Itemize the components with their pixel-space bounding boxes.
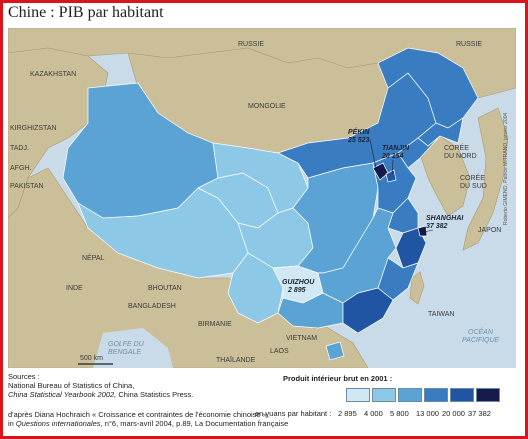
map-area: RUSSIE RUSSIE KAZAKHSTAN MONGOLIE KIRGHI…	[8, 28, 516, 368]
label-kazakhstan: KAZAKHSTAN	[30, 71, 76, 78]
label-ocean-line1: OCÉAN	[468, 327, 494, 336]
label-coree-sud-line1: CORÉE	[460, 173, 485, 182]
label-tianjin-name: TIANJIN	[382, 145, 410, 152]
leader-shanghai	[423, 229, 434, 233]
legend-box	[450, 388, 474, 402]
province-guangdong	[342, 287, 394, 334]
label-nepal: NÉPAL	[82, 253, 105, 262]
label-afghanistan: AFGH.	[10, 165, 31, 172]
label-golfe-line1: GOLFE DU	[108, 341, 145, 348]
credit-prefix: in	[8, 419, 16, 428]
label-taiwan: TAIWAN	[428, 311, 454, 318]
legend-tick: 20 000	[442, 409, 465, 418]
land-south-asia	[8, 167, 369, 368]
label-bhoutan: BHOUTAN	[148, 285, 182, 292]
leader-tianjin	[391, 159, 394, 175]
label-guizhou-value: 2 895	[287, 287, 306, 294]
label-pekin-value: 25 523	[347, 137, 370, 144]
label-coree-sud-line2: DU SUD	[460, 183, 487, 190]
sources-yearbook: China Statistical Yearbook 2002,	[8, 390, 117, 399]
label-guizhou-name: GUIZHOU	[282, 279, 315, 286]
label-thailande: THAÏLANDE	[216, 356, 256, 364]
leader-pekin	[369, 139, 377, 169]
sea-bengal	[93, 328, 173, 368]
land-taiwan	[409, 271, 425, 305]
credit-line2: in Questions internationales, n°6, mars-…	[8, 419, 308, 428]
scale-label: 500 km	[80, 355, 103, 362]
label-coree-nord-line2: DU NORD	[444, 153, 477, 160]
label-ocean-line2: PACIFIQUE	[462, 337, 500, 344]
label-pekin-name: PÉKIN	[348, 127, 370, 136]
municipality-shanghai	[417, 225, 428, 237]
land-korea	[417, 135, 471, 217]
label-birmanie: BIRMANIE	[198, 321, 232, 328]
label-tadjikistan: TADJ.	[10, 145, 29, 152]
author-credit: Roberto GIMENO, Patrice MITRANO, janvier…	[503, 112, 509, 225]
label-tianjin-value: 20 154	[381, 153, 404, 160]
municipality-tianjin	[385, 169, 397, 183]
label-japon: JAPON	[478, 227, 501, 234]
legend-box	[372, 388, 396, 402]
label-golfe-bengale: GOLFE DU BENGALE	[108, 341, 146, 356]
legend-box	[476, 388, 500, 402]
label-coree-nord: CORÉE DU NORD	[444, 143, 477, 160]
label-shanghai-value: 37 382	[426, 223, 448, 230]
legend-tick: 2 895	[338, 409, 357, 418]
legend-unit: en yuans par habitant :	[255, 409, 332, 418]
province-heilongjiang	[377, 47, 479, 129]
legend-box	[424, 388, 448, 402]
legend-tick: 5 800	[390, 409, 409, 418]
label-mongolie: MONGOLIE	[248, 103, 286, 110]
label-pakistan: PAKISTAN	[10, 183, 44, 190]
label-ocean-pacifique: OCÉAN PACIFIQUE	[462, 327, 500, 344]
legend-tick: 13 000	[416, 409, 439, 418]
label-coree-sud: CORÉE DU SUD	[460, 173, 487, 190]
label-inde: INDE	[66, 285, 83, 292]
label-kirghizstan: KIRGHIZSTAN	[10, 125, 57, 132]
label-coree-nord-line1: CORÉE	[444, 143, 469, 152]
label-russie-ne: RUSSIE	[456, 41, 482, 48]
footer: Sources : National Bureau of Statistics …	[8, 372, 518, 434]
sources-block: Sources : National Bureau of Statistics …	[8, 372, 258, 399]
label-laos: LAOS	[270, 348, 289, 355]
credit-block: d'après Diana Hochraich « Croissance et …	[8, 410, 308, 428]
province-hainan	[325, 341, 345, 361]
sources-line2: China Statistical Yearbook 2002, China S…	[8, 390, 258, 399]
legend-tick: 37 382	[468, 409, 491, 418]
legend-box	[398, 388, 422, 402]
label-golfe-line2: BENGALE	[108, 349, 141, 356]
map-title: Chine : PIB par habitant	[8, 4, 164, 21]
legend-box	[346, 388, 370, 402]
scale-bar: 500 km	[78, 355, 113, 365]
label-vietnam: VIETNAM	[286, 335, 317, 342]
label-shanghai-name: SHANGHAI	[426, 215, 464, 222]
credit-journal: Questions internationales	[15, 419, 101, 428]
credit-rest: , n°6, mars-avril 2004, p.89, La Documen…	[100, 419, 289, 428]
label-russie: RUSSIE	[238, 41, 264, 48]
province-jiangxi-hunan	[317, 207, 397, 304]
land-japan	[462, 107, 509, 251]
sources-press: China Statistics Press.	[116, 390, 194, 399]
label-bangladesh: BANGLADESH	[128, 303, 176, 310]
china-map: RUSSIE RUSSIE KAZAKHSTAN MONGOLIE KIRGHI…	[8, 28, 516, 368]
sources-heading: Sources :	[8, 372, 40, 381]
sources-line1: National Bureau of Statistics of China,	[8, 381, 135, 390]
legend-tick: 4 000	[364, 409, 383, 418]
legend-title: Produit intérieur brut en 2001 :	[283, 374, 393, 383]
credit-line1: d'après Diana Hochraich « Croissance et …	[8, 410, 269, 419]
